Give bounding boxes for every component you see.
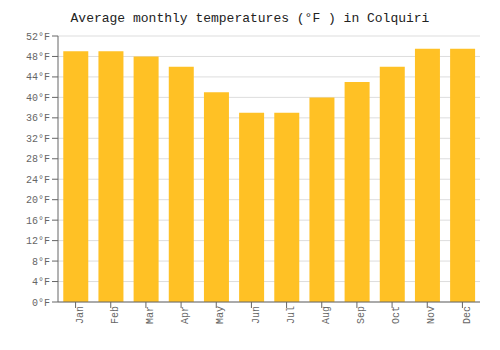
svg-text:44°F: 44°F [26, 72, 50, 83]
svg-text:48°F: 48°F [26, 52, 50, 63]
svg-text:Oct: Oct [391, 306, 402, 324]
svg-text:24°F: 24°F [26, 175, 50, 186]
svg-text:Feb: Feb [110, 306, 121, 324]
svg-text:Nov: Nov [426, 306, 437, 324]
svg-text:Jul: Jul [286, 306, 297, 324]
svg-text:52°F: 52°F [26, 32, 50, 43]
svg-text:Mar: Mar [145, 306, 156, 324]
svg-text:Jun: Jun [251, 306, 262, 324]
svg-text:40°F: 40°F [26, 93, 50, 104]
svg-text:Jan: Jan [75, 306, 86, 324]
svg-text:36°F: 36°F [26, 113, 50, 124]
svg-text:0°F: 0°F [32, 298, 50, 309]
svg-text:32°F: 32°F [26, 134, 50, 145]
svg-text:8°F: 8°F [32, 257, 50, 268]
svg-text:20°F: 20°F [26, 195, 50, 206]
svg-text:Aug: Aug [321, 306, 332, 324]
svg-text:16°F: 16°F [26, 216, 50, 227]
svg-text:Dec: Dec [462, 306, 473, 324]
svg-text:Sep: Sep [356, 306, 367, 324]
svg-text:12°F: 12°F [26, 236, 50, 247]
svg-text:May: May [215, 306, 226, 324]
svg-text:4°F: 4°F [32, 277, 50, 288]
svg-text:Apr: Apr [180, 306, 191, 324]
html-text:Average monthly temperatures (: Average monthly temperatures (°F ) in Co… [70, 11, 430, 26]
svg-text:28°F: 28°F [26, 154, 50, 165]
